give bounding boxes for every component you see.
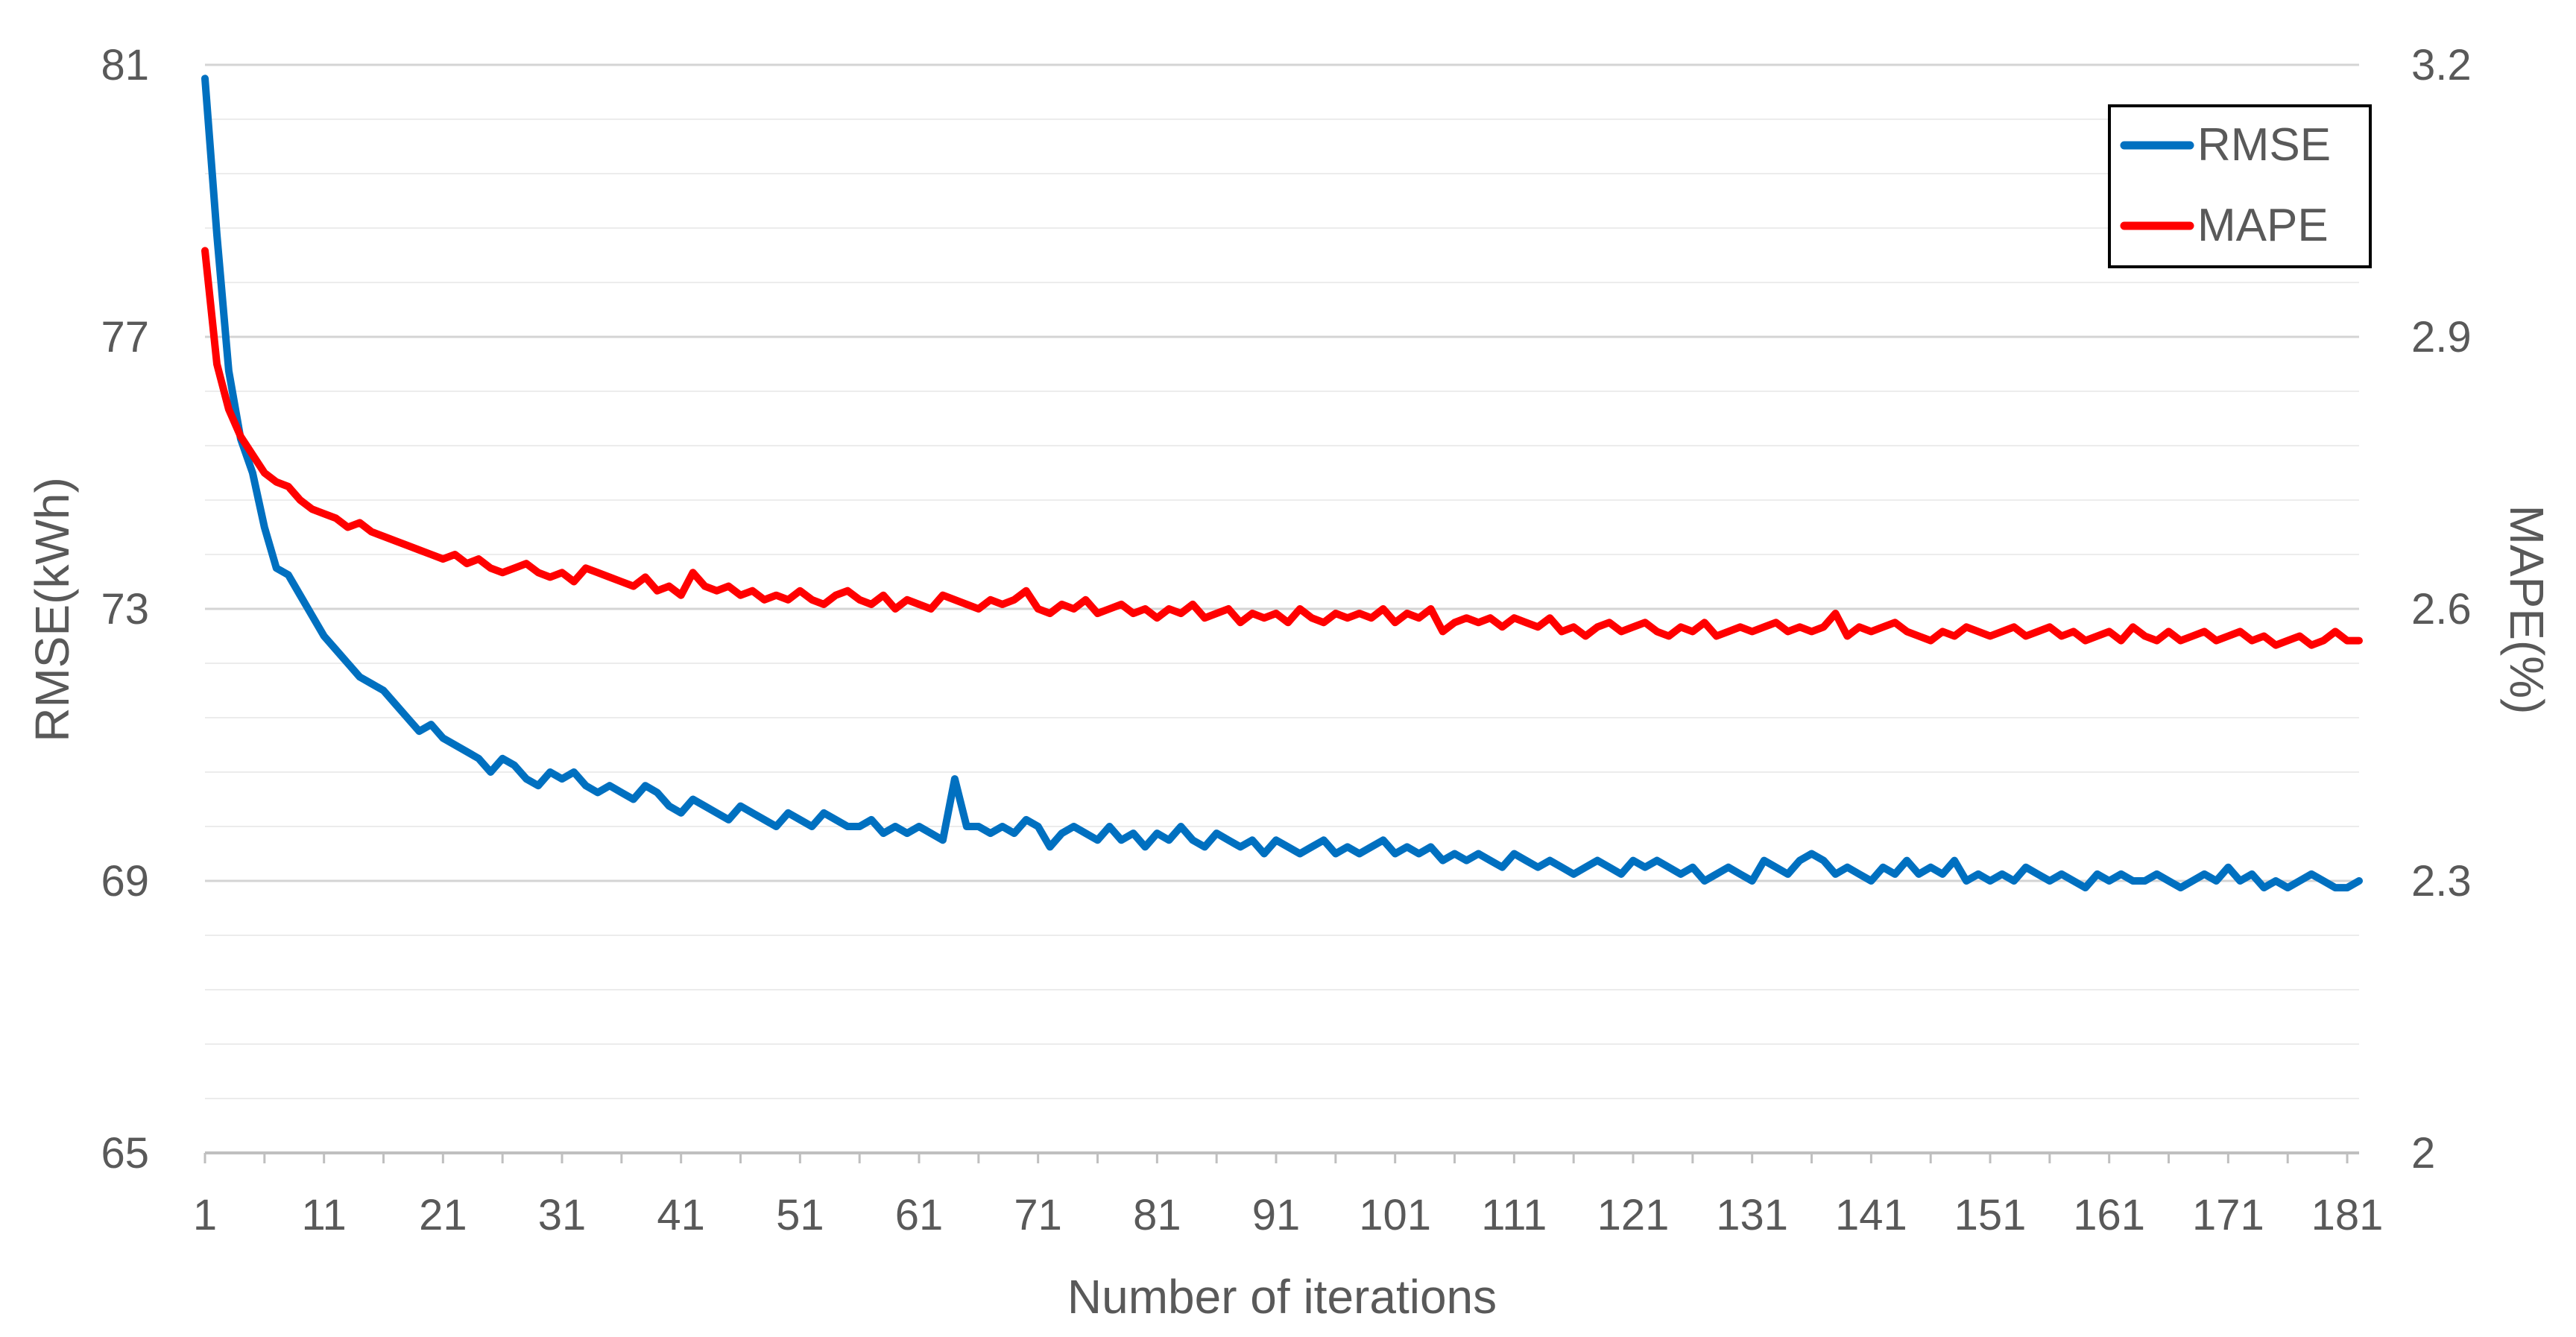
x-tick-label: 21 [419, 1191, 467, 1239]
x-tick-label: 31 [538, 1191, 587, 1239]
x-tick-label: 111 [1481, 1191, 1547, 1239]
gridlines [205, 63, 2359, 1099]
x-tick-label: 161 [2073, 1191, 2145, 1239]
y-right-tick-label: 2.6 [2411, 585, 2472, 633]
x-tick-label: 121 [1597, 1191, 1670, 1239]
x-axis-title: Number of iterations [1067, 1270, 1497, 1324]
y-left-tick-label: 73 [101, 585, 149, 633]
x-tick-label: 131 [1716, 1191, 1788, 1239]
legend-box [2108, 104, 2372, 268]
x-tick-label: 181 [2311, 1191, 2384, 1239]
x-tick-label: 61 [895, 1191, 944, 1239]
x-tick-label: 151 [1954, 1191, 2027, 1239]
y-right-tick-label: 3.2 [2411, 41, 2472, 89]
series-line-rmse [201, 75, 2363, 892]
x-tick-label: 41 [657, 1191, 705, 1239]
legend: RMSE MAPE [2108, 104, 2372, 268]
series-lines [201, 75, 2363, 892]
y-right-tick-label: 2.9 [2411, 313, 2472, 361]
x-tick-label: 141 [1835, 1191, 1907, 1239]
y-left-tick-label: 77 [101, 313, 149, 361]
y-right-tick-label: 2.3 [2411, 857, 2472, 905]
x-tick-label: 1 [193, 1191, 217, 1239]
y-axis-left-title: RMSE(kWh) [25, 477, 79, 742]
x-tick-label: 51 [776, 1191, 824, 1239]
x-tick-label: 101 [1359, 1191, 1431, 1239]
legend-label-rmse: RMSE [2197, 119, 2331, 171]
y-axis-right-title: MAPE(%) [2500, 505, 2554, 715]
x-tick-label: 91 [1252, 1191, 1301, 1239]
x-tick-label: 71 [1014, 1191, 1062, 1239]
series-line-mape [201, 247, 2363, 649]
y-left-tick-label: 65 [101, 1129, 149, 1178]
y-left-tick-label: 81 [101, 41, 149, 89]
legend-label-mape: MAPE [2197, 200, 2329, 251]
y-right-tick-label: 2 [2411, 1129, 2435, 1178]
x-tick-label: 171 [2192, 1191, 2264, 1239]
y-left-tick-label: 69 [101, 857, 149, 905]
x-tick-label: 81 [1133, 1191, 1181, 1239]
x-tick-label: 11 [302, 1191, 347, 1239]
